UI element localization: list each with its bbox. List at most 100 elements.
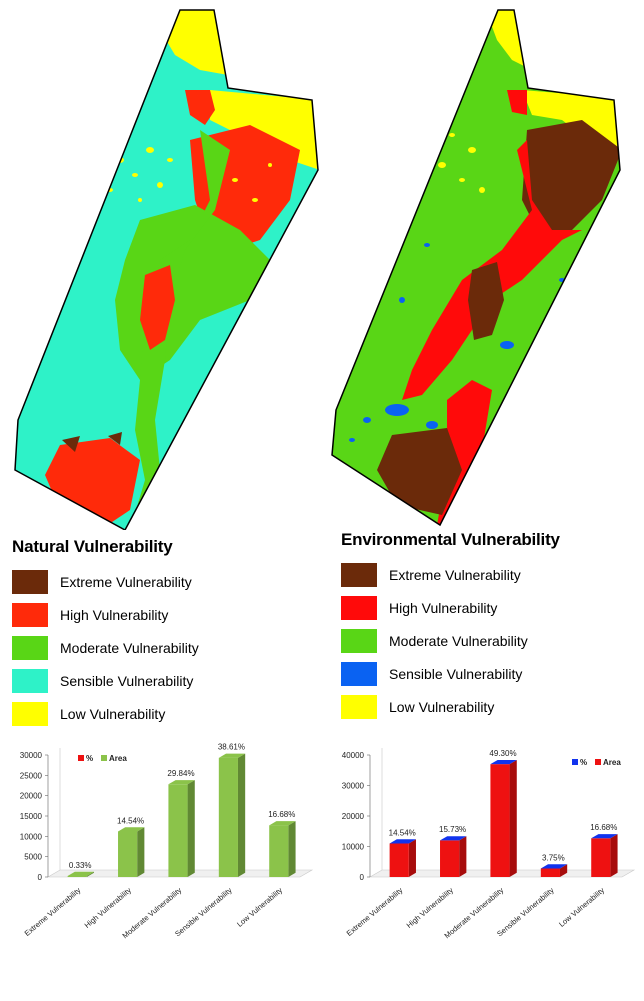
legend-key — [101, 755, 107, 761]
percent-data-label: 29.84% — [167, 769, 194, 778]
y-tick-label: 20000 — [20, 792, 43, 801]
legend-swatch — [341, 562, 377, 587]
legend-key — [595, 759, 601, 765]
x-category-label: Extreme Vulnerability — [23, 885, 83, 937]
natural-vulnerability-map — [14, 9, 319, 530]
legend-item-extreme: Extreme Vulnerability — [12, 565, 199, 598]
bar-top — [118, 827, 145, 832]
bar — [269, 825, 289, 877]
legend-item-high: High Vulnerability — [341, 591, 560, 624]
natural-vulnerability-legend: Natural Vulnerability Extreme Vulnerabil… — [12, 537, 199, 730]
bar-side — [459, 836, 467, 877]
y-tick-label: 30000 — [20, 751, 43, 760]
legend-label: Sensible Vulnerability — [60, 672, 194, 689]
y-tick-label: 0 — [360, 873, 365, 882]
bar — [118, 831, 138, 877]
bar-top — [540, 864, 568, 869]
bar — [218, 757, 238, 877]
percent-data-label: 15.73% — [439, 825, 466, 834]
bar-side — [509, 759, 517, 877]
legend-title: Environmental Vulnerability — [341, 530, 560, 549]
percent-data-label: 49.30% — [489, 749, 516, 758]
legend-swatch — [12, 569, 48, 594]
bar — [168, 784, 188, 877]
legend-item-extreme: Extreme Vulnerability — [341, 558, 560, 591]
x-category-label: Low Vulnerability — [557, 885, 606, 928]
bar — [490, 764, 510, 877]
legend-swatch — [12, 602, 48, 627]
legend-item-low: Low Vulnerability — [341, 690, 560, 723]
bar-top — [389, 839, 416, 844]
y-tick-label: 30000 — [342, 782, 365, 791]
legend-label: Low Vulnerability — [60, 705, 166, 722]
percent-data-label: 3.75% — [542, 853, 565, 862]
bar-side — [137, 827, 145, 877]
bar — [67, 875, 87, 877]
bar-top — [269, 821, 296, 826]
bar-side — [559, 864, 568, 877]
legend-title: Natural Vulnerability — [12, 537, 173, 556]
legend-item-high: High Vulnerability — [12, 598, 199, 631]
y-tick-label: 20000 — [342, 812, 365, 821]
legend-key — [78, 755, 84, 761]
x-category-label: Sensible Vulnerability — [495, 885, 556, 938]
percent-data-label: 16.68% — [268, 810, 295, 819]
percent-data-label: 0.33% — [69, 861, 92, 870]
natural-vulnerability-chart: 0 5000 10000 15000 20000 25000 30000 0.33% Extre… — [20, 743, 314, 940]
bar — [591, 838, 611, 877]
percent-data-label: 14.54% — [117, 816, 144, 825]
bar-top — [67, 871, 94, 876]
bar-side — [610, 834, 618, 877]
bar-side — [86, 871, 94, 877]
y-tick-label: 25000 — [20, 771, 43, 780]
legend-swatch — [12, 701, 48, 726]
legend-entry: % — [580, 758, 587, 767]
x-category-label: Extreme Vulnerability — [345, 885, 405, 937]
legend-label: Sensible Vulnerability — [389, 665, 523, 682]
y-tick-label: 15000 — [20, 812, 43, 821]
bar-side — [288, 821, 296, 877]
legend-item-moderate: Moderate Vulnerability — [341, 624, 560, 657]
environmental-vulnerability-legend: Environmental Vulnerability Extreme Vuln… — [341, 530, 560, 723]
y-tick-label: 0 — [38, 873, 43, 882]
legend-item-sensible: Sensible Vulnerability — [341, 657, 560, 690]
environmental-vulnerability-chart: 0 10000 20000 30000 40000 14.54% Extreme Vulne… — [342, 748, 636, 940]
legend-entry: % — [86, 754, 93, 763]
bar-top — [168, 780, 195, 785]
y-tick-label: 5000 — [24, 853, 42, 862]
percent-data-label: 38.61% — [218, 743, 245, 752]
legend-entry: Area — [109, 754, 127, 763]
legend-label: High Vulnerability — [60, 606, 169, 623]
x-category-label: High Vulnerability — [83, 885, 133, 929]
legend-label: Extreme Vulnerability — [389, 566, 521, 583]
x-category-label: Sensible Vulnerability — [173, 885, 234, 938]
y-tick-label: 40000 — [342, 751, 365, 760]
x-category-label: High Vulnerability — [405, 885, 455, 929]
bar — [389, 843, 409, 877]
percent-data-label: 14.54% — [389, 828, 416, 837]
legend-item-moderate: Moderate Vulnerability — [12, 631, 199, 664]
legend-label: Low Vulnerability — [389, 698, 495, 715]
bar — [540, 868, 560, 877]
bar-top — [490, 759, 517, 765]
legend-entry: Area — [603, 758, 621, 767]
legend-label: Moderate Vulnerability — [60, 639, 199, 656]
legend-swatch — [341, 661, 377, 686]
legend-label: High Vulnerability — [389, 599, 498, 616]
y-tick-label: 10000 — [342, 843, 365, 852]
legend-swatch — [341, 628, 377, 653]
bar-top — [440, 836, 467, 841]
legend-swatch — [12, 635, 48, 660]
legend-key — [572, 759, 578, 765]
y-tick-label: 10000 — [20, 832, 43, 841]
percent-data-label: 16.68% — [590, 823, 617, 832]
legend-swatch — [341, 694, 377, 719]
legend-item-sensible: Sensible Vulnerability — [12, 664, 199, 697]
bar-side — [408, 839, 416, 877]
legend-label: Moderate Vulnerability — [389, 632, 528, 649]
legend-swatch — [12, 668, 48, 693]
bar-top — [218, 753, 246, 758]
x-category-label: Low Vulnerability — [235, 885, 284, 928]
bar-top — [591, 834, 618, 839]
legend-label: Extreme Vulnerability — [60, 573, 192, 590]
